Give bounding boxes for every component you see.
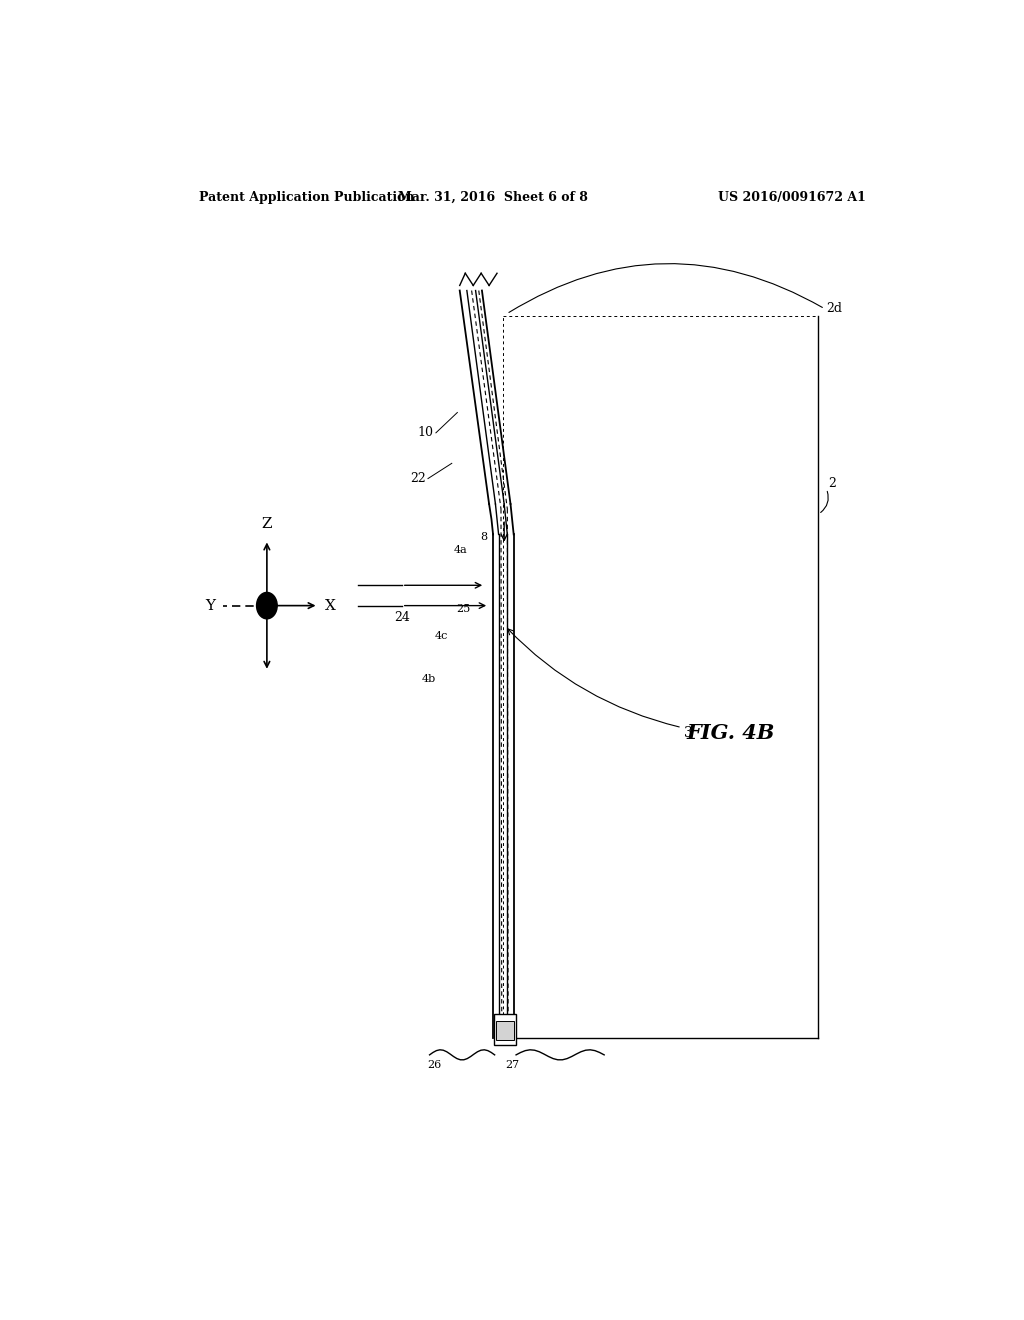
Text: Mar. 31, 2016  Sheet 6 of 8: Mar. 31, 2016 Sheet 6 of 8: [398, 190, 588, 203]
Text: 4b: 4b: [422, 673, 436, 684]
Text: Patent Application Publication: Patent Application Publication: [200, 190, 415, 203]
Bar: [494, 1014, 516, 1044]
Text: X: X: [325, 598, 336, 612]
Text: 22: 22: [410, 473, 426, 484]
Text: 24: 24: [394, 611, 410, 624]
Text: US 2016/0091672 A1: US 2016/0091672 A1: [718, 190, 866, 203]
Text: 2d: 2d: [826, 302, 843, 315]
Text: Z: Z: [261, 517, 272, 532]
Text: FIG. 4B: FIG. 4B: [687, 722, 775, 743]
Text: 25: 25: [457, 603, 471, 614]
Circle shape: [257, 593, 278, 619]
Bar: [497, 1022, 514, 1040]
Text: 4c: 4c: [434, 631, 447, 642]
Text: 27: 27: [505, 1060, 519, 1071]
Text: 26: 26: [427, 1060, 441, 1071]
Text: 4a: 4a: [454, 545, 468, 554]
Text: 3: 3: [684, 726, 692, 739]
Text: 2: 2: [828, 477, 836, 490]
Text: 8: 8: [480, 532, 487, 541]
Text: Y: Y: [205, 598, 215, 612]
Text: 10: 10: [418, 426, 433, 440]
